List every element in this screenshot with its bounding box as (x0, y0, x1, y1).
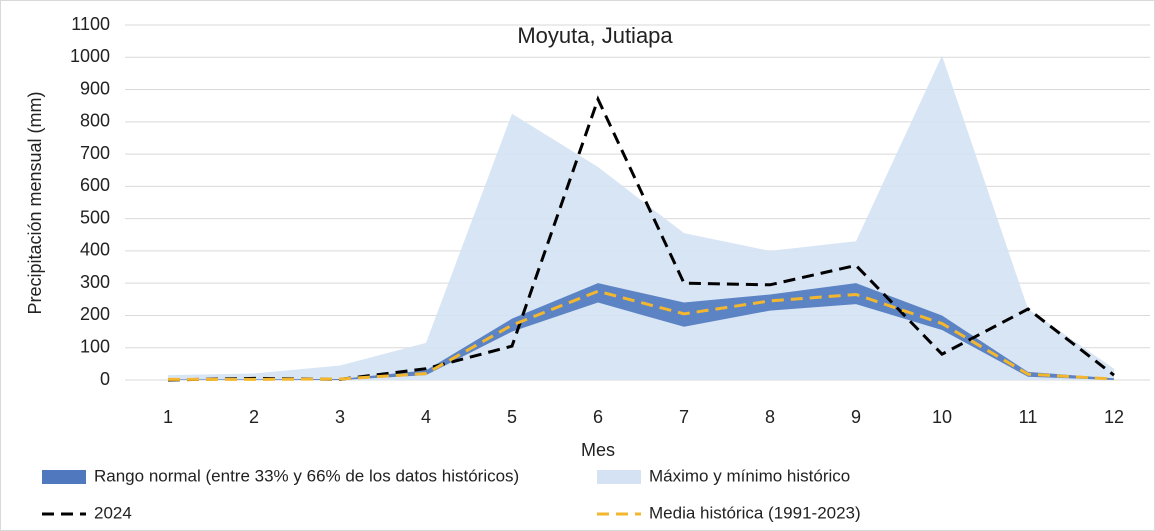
x-tick-label: 5 (507, 407, 517, 427)
x-tick-label: 4 (421, 407, 431, 427)
x-tick-label: 10 (932, 407, 952, 427)
x-tick-label: 1 (163, 407, 173, 427)
legend-label: Máximo y mínimo histórico (649, 466, 850, 485)
x-axis-label: Mes (581, 440, 615, 460)
x-tick-label: 9 (851, 407, 861, 427)
line-series (168, 289, 1115, 381)
y-tick-label: 100 (80, 336, 110, 356)
y-tick-label: 500 (80, 207, 110, 227)
legend-label: 2024 (94, 503, 132, 522)
y-tick-label: 1100 (71, 14, 110, 34)
y-axis-label: Precipitación mensual (mm) (25, 91, 45, 314)
y-tick-label: 300 (80, 272, 110, 292)
x-tick-label: 6 (593, 407, 603, 427)
legend-swatch (42, 470, 86, 484)
y-tick-label: 700 (80, 143, 110, 163)
y-tick-label: 400 (80, 240, 110, 260)
y-tick-label: 1000 (70, 46, 110, 66)
x-tick-label: 11 (1019, 407, 1038, 427)
y-tick-label: 900 (80, 78, 110, 98)
y-tick-label: 600 (80, 175, 110, 195)
y-tick-label: 800 (80, 111, 110, 131)
legend-swatch (597, 470, 641, 484)
legend-label: Media histórica (1991-2023) (649, 503, 861, 522)
legend-label: Rango normal (entre 33% y 66% de los dat… (94, 466, 519, 485)
x-tick-label: 12 (1104, 407, 1124, 427)
y-tick-label: 200 (80, 304, 110, 324)
x-tick-label: 8 (765, 407, 775, 427)
x-tick-label: 3 (335, 407, 345, 427)
chart-title: Moyuta, Jutiapa (517, 23, 673, 48)
x-tick-label: 7 (679, 407, 689, 427)
band-area (168, 283, 1114, 380)
x-tick-label: 2 (249, 407, 259, 427)
y-tick-label: 0 (100, 369, 110, 389)
